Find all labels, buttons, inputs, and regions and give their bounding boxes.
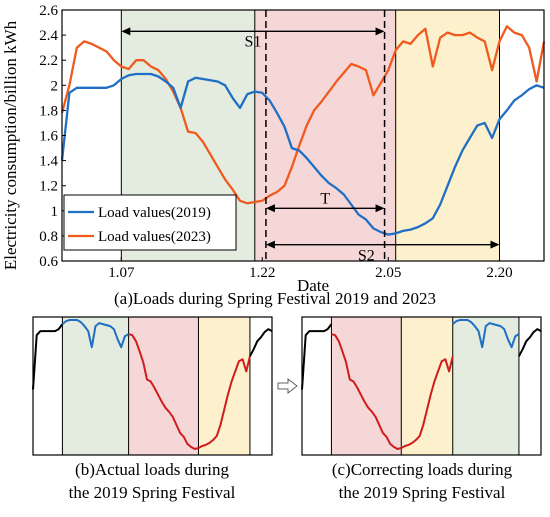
annotation-t-head-left xyxy=(265,204,275,213)
chart-b-segment-line xyxy=(128,333,199,450)
annotation-s2-label: S2 xyxy=(358,248,375,265)
hollow-right-arrow-icon xyxy=(277,377,298,395)
chart-b-segment-line xyxy=(32,323,64,390)
chart-c-segment-line xyxy=(400,356,454,449)
annotation-t: T xyxy=(265,190,385,213)
chart-c-segment-line xyxy=(518,328,542,357)
y-tick-label: 1 xyxy=(51,204,59,220)
annotation-t-label: T xyxy=(320,190,330,207)
y-axis-label: Electricity consumption/billion kWh xyxy=(1,20,20,270)
y-axis-ticks: 0.6 0.8 1 1.2 1.4 1.6 1.8 2 2.2 2.4 2.6 xyxy=(39,3,66,270)
x-tick-label: 2.20 xyxy=(486,265,512,281)
x-tick-label: 1.22 xyxy=(249,265,275,281)
caption-b-line2: the 2019 Spring Festival xyxy=(68,483,236,502)
chart-b-shade-yellow xyxy=(198,317,250,455)
annotation-t-head-right xyxy=(375,204,385,213)
chart-c-shade-red xyxy=(331,317,402,455)
chart-c-segment-line xyxy=(301,323,333,390)
chart-c-frame xyxy=(301,316,542,456)
chart-b-frame xyxy=(32,316,273,456)
chart-b-segment-line xyxy=(249,328,273,357)
chart-a: S1 T S2 0.6 0.8 1 1.2 1.4 1.6 1.8 2 2.2 2.4 2.6 1.07… xyxy=(1,3,546,295)
annotation-s2-head-right xyxy=(490,240,500,249)
y-tick-label: 1.2 xyxy=(39,179,58,195)
caption-a: (a)Loads during Spring Festival 2019 and… xyxy=(113,289,436,308)
chart-c xyxy=(301,316,542,456)
y-tick-label: 2.4 xyxy=(39,28,58,44)
legend-label-2023: Load values(2023) xyxy=(98,229,211,245)
series-line-2019 xyxy=(60,72,545,236)
chart-b-segment-line xyxy=(61,319,130,349)
chart-b-shade-green xyxy=(62,317,129,455)
y-tick-label: 1.8 xyxy=(39,103,58,119)
shaded-regions xyxy=(120,10,501,261)
chart-b xyxy=(32,316,273,456)
chart-b-segment-line xyxy=(198,356,251,449)
legend-box xyxy=(63,194,237,251)
y-tick-label: 1.4 xyxy=(39,154,58,170)
caption-c-line1: (c)Correcting loads during xyxy=(331,460,513,479)
legend-label-2019: Load values(2019) xyxy=(98,205,211,221)
caption-b-line1: (b)Actual loads during xyxy=(75,460,229,479)
shade-region-yellow xyxy=(395,10,500,261)
series-lines xyxy=(60,25,546,236)
x-axis-ticks: 1.07 1.22 2.05 2.20 xyxy=(108,257,513,281)
y-tick-label: 0.6 xyxy=(39,254,58,270)
dashed-markers xyxy=(265,10,386,261)
y-tick-label: 2.6 xyxy=(39,3,58,19)
chart-c-segment-line xyxy=(331,333,402,450)
annotation-s1-label: S1 xyxy=(244,33,261,50)
annotation-s1-head-left xyxy=(121,27,131,36)
caption-c-line2: the 2019 Spring Festival xyxy=(338,483,506,502)
chart-c-shade-yellow xyxy=(401,317,453,455)
y-tick-label: 2 xyxy=(51,78,59,94)
legend: Load values(2019) Load values(2023) xyxy=(63,194,237,251)
chart-c-segment-line xyxy=(452,319,520,349)
y-tick-label: 2.2 xyxy=(39,53,58,69)
y-tick-label: 0.8 xyxy=(39,229,58,245)
annotation-s1-head-right xyxy=(375,27,385,36)
chart-b-shade-red xyxy=(128,317,199,455)
x-tick-label: 1.07 xyxy=(108,265,135,281)
shade-region-red xyxy=(254,10,396,261)
x-tick-label: 2.05 xyxy=(375,265,401,281)
chart-c-shade-green xyxy=(452,317,519,455)
annotation-s2-head-left xyxy=(265,240,275,249)
series-line-2023 xyxy=(60,25,546,205)
annotation-s1: S1 xyxy=(121,27,385,50)
x-axis-label: Date xyxy=(297,276,329,295)
y-tick-label: 1.6 xyxy=(39,129,58,145)
